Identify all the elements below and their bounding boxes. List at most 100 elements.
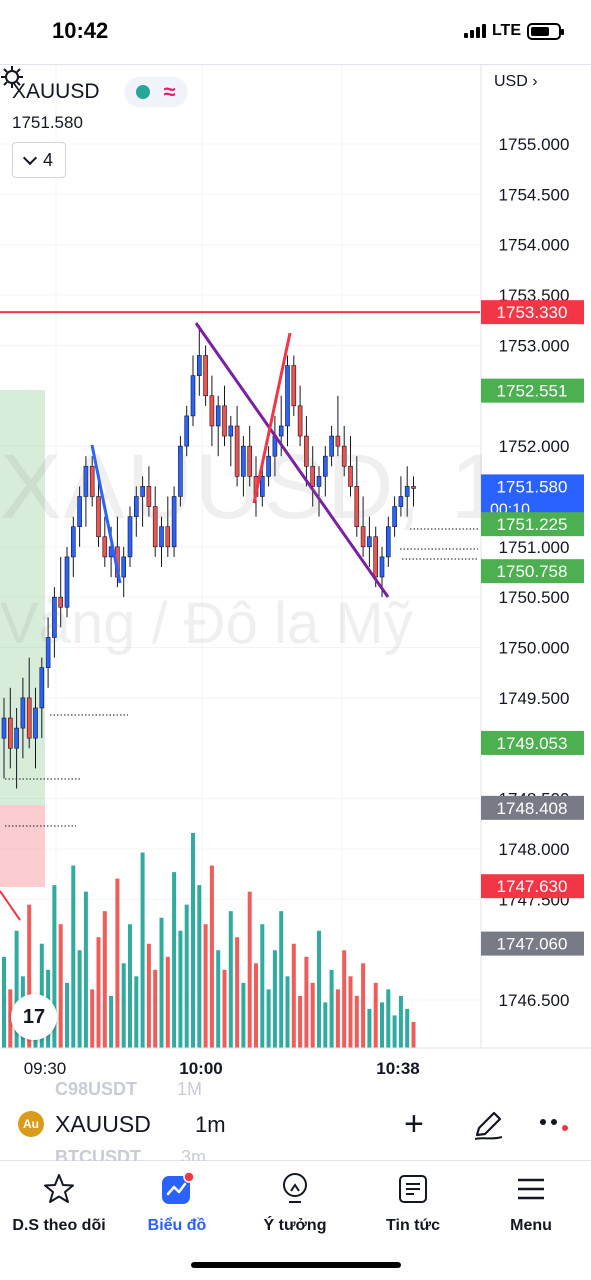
add-icon[interactable]: + xyxy=(404,1105,424,1143)
drawing-pen-icon[interactable] xyxy=(470,1107,506,1143)
volume-bar xyxy=(266,989,271,1048)
volume-bar xyxy=(203,924,208,1048)
price-axis-label: 1754.500 xyxy=(499,185,570,204)
nav-label-chart: Biểu đồ xyxy=(147,1217,207,1234)
volume-bar xyxy=(8,989,13,1048)
price-badge-value: 1751.225 xyxy=(497,515,568,534)
volume-bar xyxy=(380,1002,384,1048)
volume-bar xyxy=(235,937,240,1048)
nav-label-watchlist: D.S theo dõi xyxy=(12,1217,106,1234)
candle-body xyxy=(83,465,89,497)
price-badge-value: 1752.551 xyxy=(497,382,568,401)
candle-body xyxy=(385,526,391,558)
candle-body xyxy=(392,506,397,527)
volume-bar xyxy=(411,1021,416,1048)
candle-body xyxy=(77,496,82,527)
market-status-pill[interactable]: ≈ xyxy=(123,77,188,107)
indicators-toggle-button[interactable]: 4 xyxy=(12,142,66,178)
toolbar-symbol-button[interactable]: XAUUSD xyxy=(55,1111,151,1137)
ghost-symbol-top: C98USDT 1M xyxy=(55,1079,203,1099)
symbol-legend: XAUUSD ≈ 1751.580 4 xyxy=(12,77,188,178)
candle-body xyxy=(379,556,385,578)
volume-bar xyxy=(115,878,120,1048)
nav-item-watchlist[interactable]: D.S theo dõi xyxy=(0,1169,118,1235)
volume-bar xyxy=(90,989,95,1048)
candle-body xyxy=(64,556,70,608)
volume-bar xyxy=(222,969,227,1048)
status-bar: 10:42 LTE xyxy=(0,0,591,64)
price-chart[interactable]: 1755.0001754.5001754.0001753.5001753.000… xyxy=(0,65,591,1089)
indicator-count: 4 xyxy=(42,149,53,170)
price-axis-label: 1748.000 xyxy=(499,840,570,859)
purple-trend-line xyxy=(194,322,390,598)
volume-bar xyxy=(146,943,151,1048)
red-trend-line xyxy=(252,332,292,504)
price-axis-label: 1752.000 xyxy=(499,437,570,456)
candle-body xyxy=(247,445,252,477)
nav-item-chart[interactable]: Biểu đồ xyxy=(118,1169,236,1235)
candle-body xyxy=(341,445,347,467)
tradingview-logo-icon[interactable]: 17 xyxy=(11,994,57,1040)
candle-body xyxy=(45,637,51,668)
volume-bar xyxy=(348,976,353,1048)
price-axis-label: 1753.000 xyxy=(499,336,570,355)
candle-body xyxy=(348,465,353,487)
price-badge-value: 1747.630 xyxy=(497,877,568,896)
candle-body xyxy=(1,717,7,739)
volume-bar xyxy=(153,969,158,1048)
chart-area[interactable]: 1755.000 1754.500 1754.000 1753.500 1753.000… xyxy=(0,64,591,1088)
candle-body xyxy=(278,425,284,437)
price-badge xyxy=(481,300,584,325)
toolbar-interval-button[interactable]: 1m xyxy=(195,1112,226,1137)
candle-body xyxy=(266,455,271,477)
volume-bar xyxy=(96,937,101,1048)
volume-bar xyxy=(209,865,214,1048)
candle-body xyxy=(404,486,410,497)
price-axis-label: 1746.500 xyxy=(499,991,570,1010)
candle-body xyxy=(178,445,183,497)
nav-label-menu: Menu xyxy=(510,1217,552,1234)
wave-icon: ≈ xyxy=(163,79,176,104)
volume-bar xyxy=(279,911,284,1048)
settings-gear-icon[interactable] xyxy=(0,65,24,89)
candle-body xyxy=(20,697,26,729)
candle-body xyxy=(316,476,322,487)
currency-button[interactable]: USD › xyxy=(494,73,538,90)
candle-body xyxy=(228,425,234,437)
more-options-icon[interactable] xyxy=(540,1119,568,1131)
price-badge xyxy=(481,559,584,584)
volume-bar xyxy=(71,865,76,1048)
menu-icon xyxy=(518,1178,544,1200)
candle-body xyxy=(310,465,316,487)
volume-bar xyxy=(121,963,126,1048)
price-badge xyxy=(481,795,584,820)
volume-bar xyxy=(241,982,246,1048)
candle-body xyxy=(398,496,404,507)
price-axis-label: 1750.000 xyxy=(499,639,570,658)
price-axis-label: 1754.000 xyxy=(499,236,570,255)
volume-bar xyxy=(216,950,221,1048)
volume-bar xyxy=(165,956,170,1048)
volume-bar xyxy=(285,976,290,1048)
volume-bar xyxy=(228,911,233,1048)
chart-symbol[interactable]: XAUUSD xyxy=(12,80,100,103)
nav-item-ideas[interactable]: Ý tưởng xyxy=(236,1169,354,1235)
network-label: LTE xyxy=(491,22,521,39)
candle-body xyxy=(121,556,126,578)
volume-bar xyxy=(405,1008,410,1048)
status-indicators: LTE xyxy=(463,22,564,40)
signal-icon xyxy=(463,24,486,38)
candle-body xyxy=(102,536,108,558)
candle-body xyxy=(259,476,265,497)
price-badge xyxy=(481,874,584,899)
nav-item-menu[interactable]: Menu xyxy=(472,1169,590,1235)
volume-bar xyxy=(184,904,189,1048)
volume-bar xyxy=(323,1002,328,1048)
nav-item-news[interactable]: Tin tức xyxy=(354,1169,472,1235)
volume-bar xyxy=(392,1015,397,1048)
currency-label: USD xyxy=(494,73,528,90)
volume-bar xyxy=(367,1008,372,1048)
price-axis-label: 1750.500 xyxy=(499,588,570,607)
volume-bar xyxy=(247,891,252,1048)
volume-bar xyxy=(140,852,145,1048)
